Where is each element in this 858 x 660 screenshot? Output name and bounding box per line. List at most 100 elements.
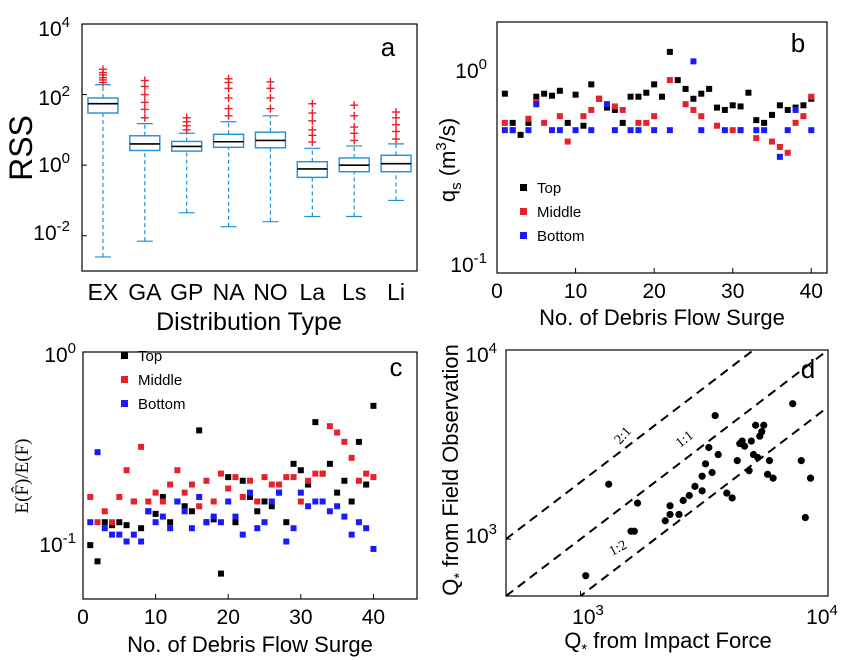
b-ytick-m1: 10-1	[450, 250, 487, 277]
b-point-top	[635, 93, 642, 100]
c-xtick-label: 0	[77, 606, 89, 629]
b-point-middle	[753, 135, 760, 142]
panel-a-frame	[81, 23, 418, 272]
d-point	[714, 450, 722, 459]
c-point-middle	[268, 481, 275, 488]
c-xtick-label: 30	[289, 606, 312, 629]
a-ytick-4: 104	[38, 14, 70, 41]
b-point-top	[729, 102, 736, 109]
b-point-middle	[588, 106, 595, 113]
b-xtick-label: 10	[564, 280, 587, 303]
b-point-top	[651, 81, 658, 88]
b-point-top	[784, 106, 791, 113]
d-reference-lines	[506, 350, 828, 596]
b-point-top	[666, 48, 673, 55]
c-point-bottom	[283, 538, 290, 545]
c-point-bottom	[174, 498, 181, 505]
c-ytick-0: 100	[44, 340, 76, 367]
c-point-bottom	[181, 508, 188, 515]
c-point-middle	[217, 470, 224, 477]
b-point-middle	[792, 119, 799, 126]
b-point-top	[674, 77, 681, 84]
d-point	[705, 443, 713, 452]
panel-c-frame	[82, 351, 418, 600]
c-point-top	[138, 525, 145, 532]
c-point-top	[348, 498, 355, 505]
a-xtick-label: La	[300, 279, 326, 305]
c-point-middle	[232, 474, 239, 481]
d-point	[752, 421, 760, 429]
c-point-middle	[123, 467, 130, 474]
panel-c-ylabel: E(F̂)/E(F)	[11, 439, 33, 514]
b-point-middle	[698, 113, 705, 120]
b-point-bottom	[509, 127, 516, 134]
b-point-middle	[635, 119, 642, 126]
c-point-middle	[239, 493, 246, 500]
b-legend-swatch-top	[520, 184, 527, 191]
b-legend-label-top: Top	[537, 180, 561, 197]
b-point-middle	[525, 115, 532, 122]
d-point	[666, 510, 674, 519]
b-point-middle	[564, 138, 571, 145]
b-point-middle	[800, 113, 807, 120]
c-xtick-label: 10	[144, 606, 167, 629]
panel-b-ylabel: qs (m3/s)	[433, 118, 465, 202]
c-point-bottom	[268, 498, 275, 505]
d-point	[801, 513, 809, 522]
b-point-middle	[690, 106, 697, 113]
d-point	[806, 474, 815, 482]
b-point-top	[619, 119, 626, 126]
b-point-bottom	[501, 127, 508, 134]
b-point-bottom	[611, 127, 618, 134]
c-xtick-label: 40	[362, 606, 385, 629]
c-point-bottom	[203, 519, 210, 526]
a-ytick-2: 102	[38, 83, 70, 110]
c-point-top	[116, 519, 123, 526]
c-point-bottom	[290, 525, 297, 532]
d-ytick-4: 104	[465, 340, 497, 367]
c-point-top	[232, 519, 239, 526]
c-point-middle	[290, 474, 297, 481]
d-point	[633, 499, 642, 507]
c-point-top	[152, 510, 159, 517]
b-point-middle	[682, 101, 689, 108]
d-point	[728, 494, 736, 502]
c-point-middle	[94, 519, 101, 526]
d-point	[769, 474, 777, 482]
d-point	[698, 472, 706, 480]
b-point-bottom	[556, 127, 563, 134]
c-point-top	[254, 508, 261, 515]
c-point-middle	[355, 477, 362, 484]
panel-d-frame	[505, 349, 829, 597]
c-point-bottom	[123, 538, 130, 545]
panel-b-yticks: 10-1 100	[450, 56, 487, 277]
c-point-middle	[225, 485, 232, 492]
b-point-middle	[729, 127, 736, 134]
b-point-bottom	[761, 127, 768, 134]
b-point-bottom	[533, 101, 540, 108]
c-point-bottom	[341, 513, 348, 520]
c-point-middle	[319, 470, 326, 477]
b-point-middle	[611, 103, 618, 110]
panel-c-yticks: 100 10-1	[39, 340, 76, 557]
d-ref-line	[506, 350, 828, 596]
c-point-top	[101, 519, 108, 526]
c-point-top	[305, 481, 312, 488]
c-point-middle	[152, 489, 159, 496]
b-point-middle	[776, 143, 783, 150]
b-legend-swatch-middle	[520, 208, 527, 215]
b-point-bottom	[651, 127, 658, 134]
c-point-bottom	[312, 498, 319, 505]
c-point-middle	[297, 498, 304, 505]
c-point-middle	[203, 477, 210, 484]
panel-a-letter: a	[381, 32, 396, 62]
b-point-top	[769, 111, 775, 118]
c-legend-label-top: Top	[138, 348, 162, 365]
d-point	[605, 480, 613, 488]
d-point	[708, 468, 716, 477]
panel-d: 2:1 1:11:2 d Q* from Field Observation Q*…	[438, 340, 838, 658]
b-point-top	[564, 119, 571, 126]
d-point	[582, 572, 590, 580]
b-xtick-label: 0	[491, 280, 503, 303]
